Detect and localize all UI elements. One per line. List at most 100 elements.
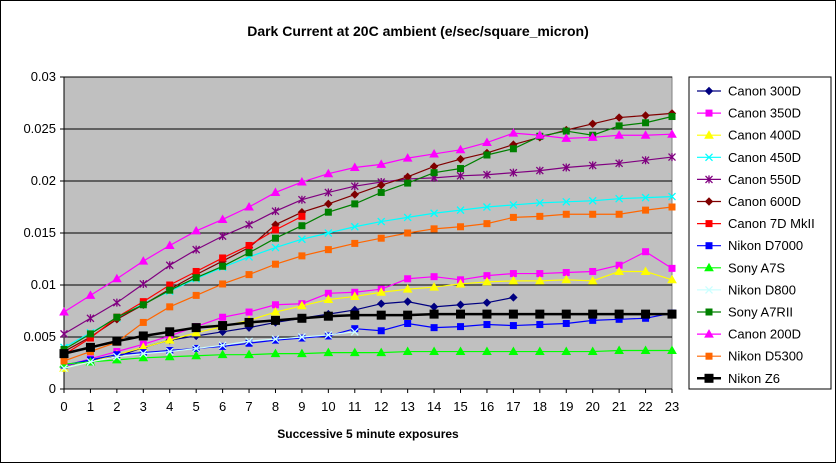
data-point-canon-400d <box>561 274 572 284</box>
data-point-canon-300d <box>403 297 412 306</box>
data-point-canon-200d <box>455 144 466 154</box>
data-point-canon-550d <box>245 220 254 229</box>
data-point-canon-200d <box>534 130 545 139</box>
data-point-nikon-d7000 <box>271 336 279 344</box>
data-point-canon-300d <box>509 293 518 302</box>
data-point-canon-200d <box>112 273 122 283</box>
data-point-nikon-z6 <box>561 309 571 319</box>
data-point-sony-a7s <box>482 346 492 356</box>
data-point-nikon-d5300 <box>271 260 279 268</box>
data-point-canon-400d <box>534 275 545 285</box>
data-point-canon-350d <box>562 269 570 277</box>
data-point-canon-400d <box>429 282 439 291</box>
data-point-sony-a7rii <box>351 200 359 208</box>
data-point-canon-200d <box>402 153 413 162</box>
legend-label: Canon 350D <box>728 106 801 121</box>
data-point-nikon-d5300 <box>457 223 465 231</box>
data-point-canon-400d <box>508 275 519 285</box>
legend-item-sony-a7rii: Sony A7RII <box>697 305 793 320</box>
data-point-nikon-d5300 <box>245 271 253 279</box>
data-point-sony-a7s <box>217 349 228 359</box>
series-line-nikon-d800 <box>63 331 355 369</box>
data-point-nikon-d7000 <box>351 325 359 333</box>
data-point-sony-a7rii <box>483 151 491 159</box>
data-point-nikon-d5300 <box>536 212 544 220</box>
x-tick-label: 4 <box>166 399 173 414</box>
data-point-nikon-d800 <box>245 337 254 346</box>
x-tick-label: 14 <box>427 399 441 414</box>
data-point-nikon-z6 <box>535 309 545 319</box>
data-point-nikon-d7000 <box>298 334 306 342</box>
data-point-nikon-d7000 <box>377 327 385 335</box>
data-point-canon-550d <box>350 182 359 191</box>
data-point-canon-550d <box>615 159 624 168</box>
data-point-canon-200d <box>164 240 175 249</box>
data-point-nikon-d800 <box>139 349 148 358</box>
data-point-sony-a7s <box>508 346 519 356</box>
legend-label: Canon 550D <box>728 172 801 187</box>
data-point-canon-350d <box>589 267 597 275</box>
legend-swatch-marker <box>704 130 714 139</box>
y-tick-label: 0.02 <box>31 173 56 188</box>
data-point-sony-a7rii <box>298 222 306 230</box>
data-point-nikon-d7000 <box>245 339 253 347</box>
legend-swatch-marker <box>705 220 713 228</box>
x-tick-label: 2 <box>113 399 120 414</box>
data-point-nikon-d800 <box>165 347 174 356</box>
legend-swatch-marker <box>704 197 714 206</box>
data-point-nikon-z6 <box>376 310 386 320</box>
data-point-sony-a7s <box>587 346 598 356</box>
data-point-nikon-d5300 <box>219 280 227 288</box>
data-point-canon-350d <box>509 270 517 278</box>
y-tick-label: 0.01 <box>31 277 56 292</box>
series-line-canon-450d <box>63 196 673 348</box>
data-point-nikon-z6 <box>350 310 360 320</box>
data-point-sony-a7s <box>164 351 175 361</box>
data-point-canon-200d <box>244 201 254 211</box>
x-tick-label: 16 <box>480 399 494 414</box>
data-point-canon-450d <box>535 198 544 207</box>
data-point-canon-550d <box>297 195 306 204</box>
data-point-nikon-d5300 <box>404 229 412 237</box>
data-point-nikon-z6 <box>482 309 492 319</box>
data-point-nikon-d7000 <box>430 324 438 332</box>
data-point-canon-200d <box>138 256 149 265</box>
data-point-canon-7d-mkii <box>298 212 306 220</box>
data-point-nikon-d800 <box>86 358 95 366</box>
legend-label: Canon 400D <box>728 128 801 143</box>
data-point-sony-a7s <box>191 350 202 360</box>
data-point-canon-200d <box>482 137 492 147</box>
data-point-sony-a7rii <box>139 301 147 309</box>
series-nikon-z6 <box>59 309 677 359</box>
data-point-canon-300d <box>456 300 465 309</box>
data-point-nikon-z6 <box>403 310 413 320</box>
series-canon-200d <box>59 128 677 316</box>
data-point-nikon-z6 <box>59 349 69 359</box>
data-point-canon-350d <box>219 313 227 321</box>
data-point-canon-200d <box>191 225 202 235</box>
data-point-nikon-z6 <box>138 331 148 341</box>
legend-swatch-marker <box>705 352 713 360</box>
legend-item-nikon-z6: Nikon Z6 <box>697 371 780 386</box>
data-point-canon-400d <box>402 284 413 293</box>
data-point-canon-450d <box>324 229 333 237</box>
y-tick-label: 0.025 <box>23 121 56 136</box>
legend-label: Canon 300D <box>728 84 801 99</box>
data-point-canon-400d <box>297 300 307 310</box>
data-point-nikon-d800 <box>350 327 359 336</box>
x-tick-label: 1 <box>87 399 94 414</box>
data-point-canon-200d <box>349 162 360 171</box>
data-point-nikon-d800 <box>192 344 201 353</box>
data-point-nikon-z6 <box>218 321 228 331</box>
legend-label: Sony A7S <box>728 260 785 275</box>
data-point-canon-600d <box>324 199 333 209</box>
data-point-sony-a7s <box>561 346 572 356</box>
x-tick-label: 11 <box>348 399 362 414</box>
series-line-canon-7d-mkii <box>63 215 303 356</box>
data-point-nikon-d5300 <box>509 213 517 221</box>
data-point-sony-a7rii <box>509 145 517 153</box>
data-point-sony-a7rii <box>192 274 200 282</box>
data-point-nikon-z6 <box>323 311 333 321</box>
data-point-canon-450d <box>456 206 465 215</box>
x-tick-label: 3 <box>140 399 147 414</box>
